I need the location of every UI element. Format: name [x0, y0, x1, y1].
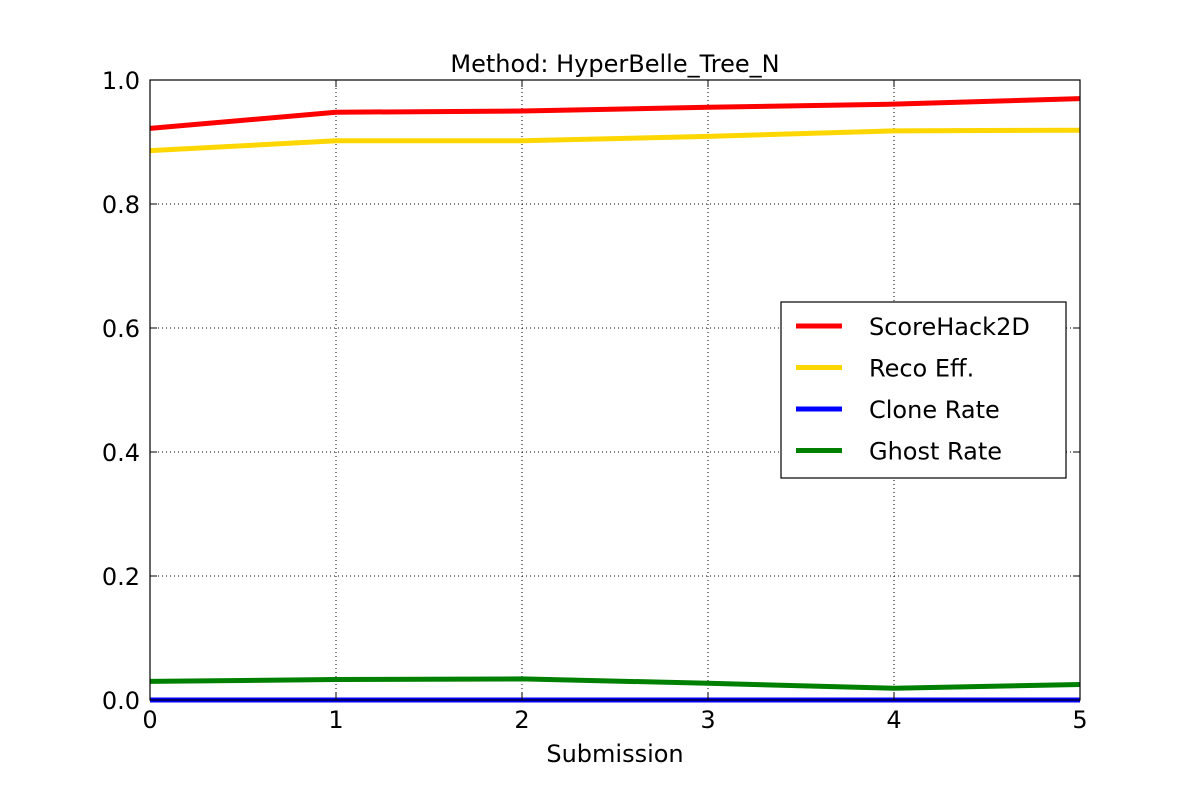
y-tick-label: 0.6 [102, 315, 140, 343]
series-line-reco-eff [149, 127, 1081, 154]
x-axis-label: Submission [546, 740, 683, 768]
y-tick-label: 0.2 [102, 563, 140, 591]
x-tick-label: 5 [1072, 706, 1087, 734]
plot-frame [149, 79, 1081, 701]
legend-label-clone-rate: Clone Rate [869, 396, 1000, 424]
y-tick-label: 0.0 [102, 687, 140, 715]
x-tick-label: 3 [700, 706, 715, 734]
series-line-scorehack2d [149, 96, 1081, 131]
legend-entries: ScoreHack2D Reco Eff. Clone Rate Ghost Rate [796, 313, 1030, 466]
x-tick-label: 1 [328, 706, 343, 734]
legend-label-reco-eff: Reco Eff. [869, 355, 974, 383]
axis-ticks [149, 79, 1081, 701]
chart-title: Method: HyperBelle_Tree_N [450, 50, 779, 78]
x-tick-label: 2 [514, 706, 529, 734]
y-tick-label: 1.0 [102, 67, 140, 95]
legend-label-scorehack2d: ScoreHack2D [869, 313, 1030, 341]
legend: ScoreHack2D Reco Eff. Clone Rate Ghost Rate [780, 301, 1067, 479]
grid [150, 80, 1080, 700]
y-tick-labels: 0.0 0.2 0.4 0.6 0.8 1.0 [102, 67, 140, 715]
y-tick-label: 0.8 [102, 191, 140, 219]
x-tick-label: 4 [886, 706, 901, 734]
x-tick-label: 0 [142, 706, 157, 734]
legend-label-ghost-rate: Ghost Rate [869, 438, 1002, 466]
x-tick-labels: 0 1 2 3 4 5 [142, 706, 1087, 734]
y-tick-label: 0.4 [102, 439, 140, 467]
series-line-ghost-rate [149, 676, 1081, 691]
